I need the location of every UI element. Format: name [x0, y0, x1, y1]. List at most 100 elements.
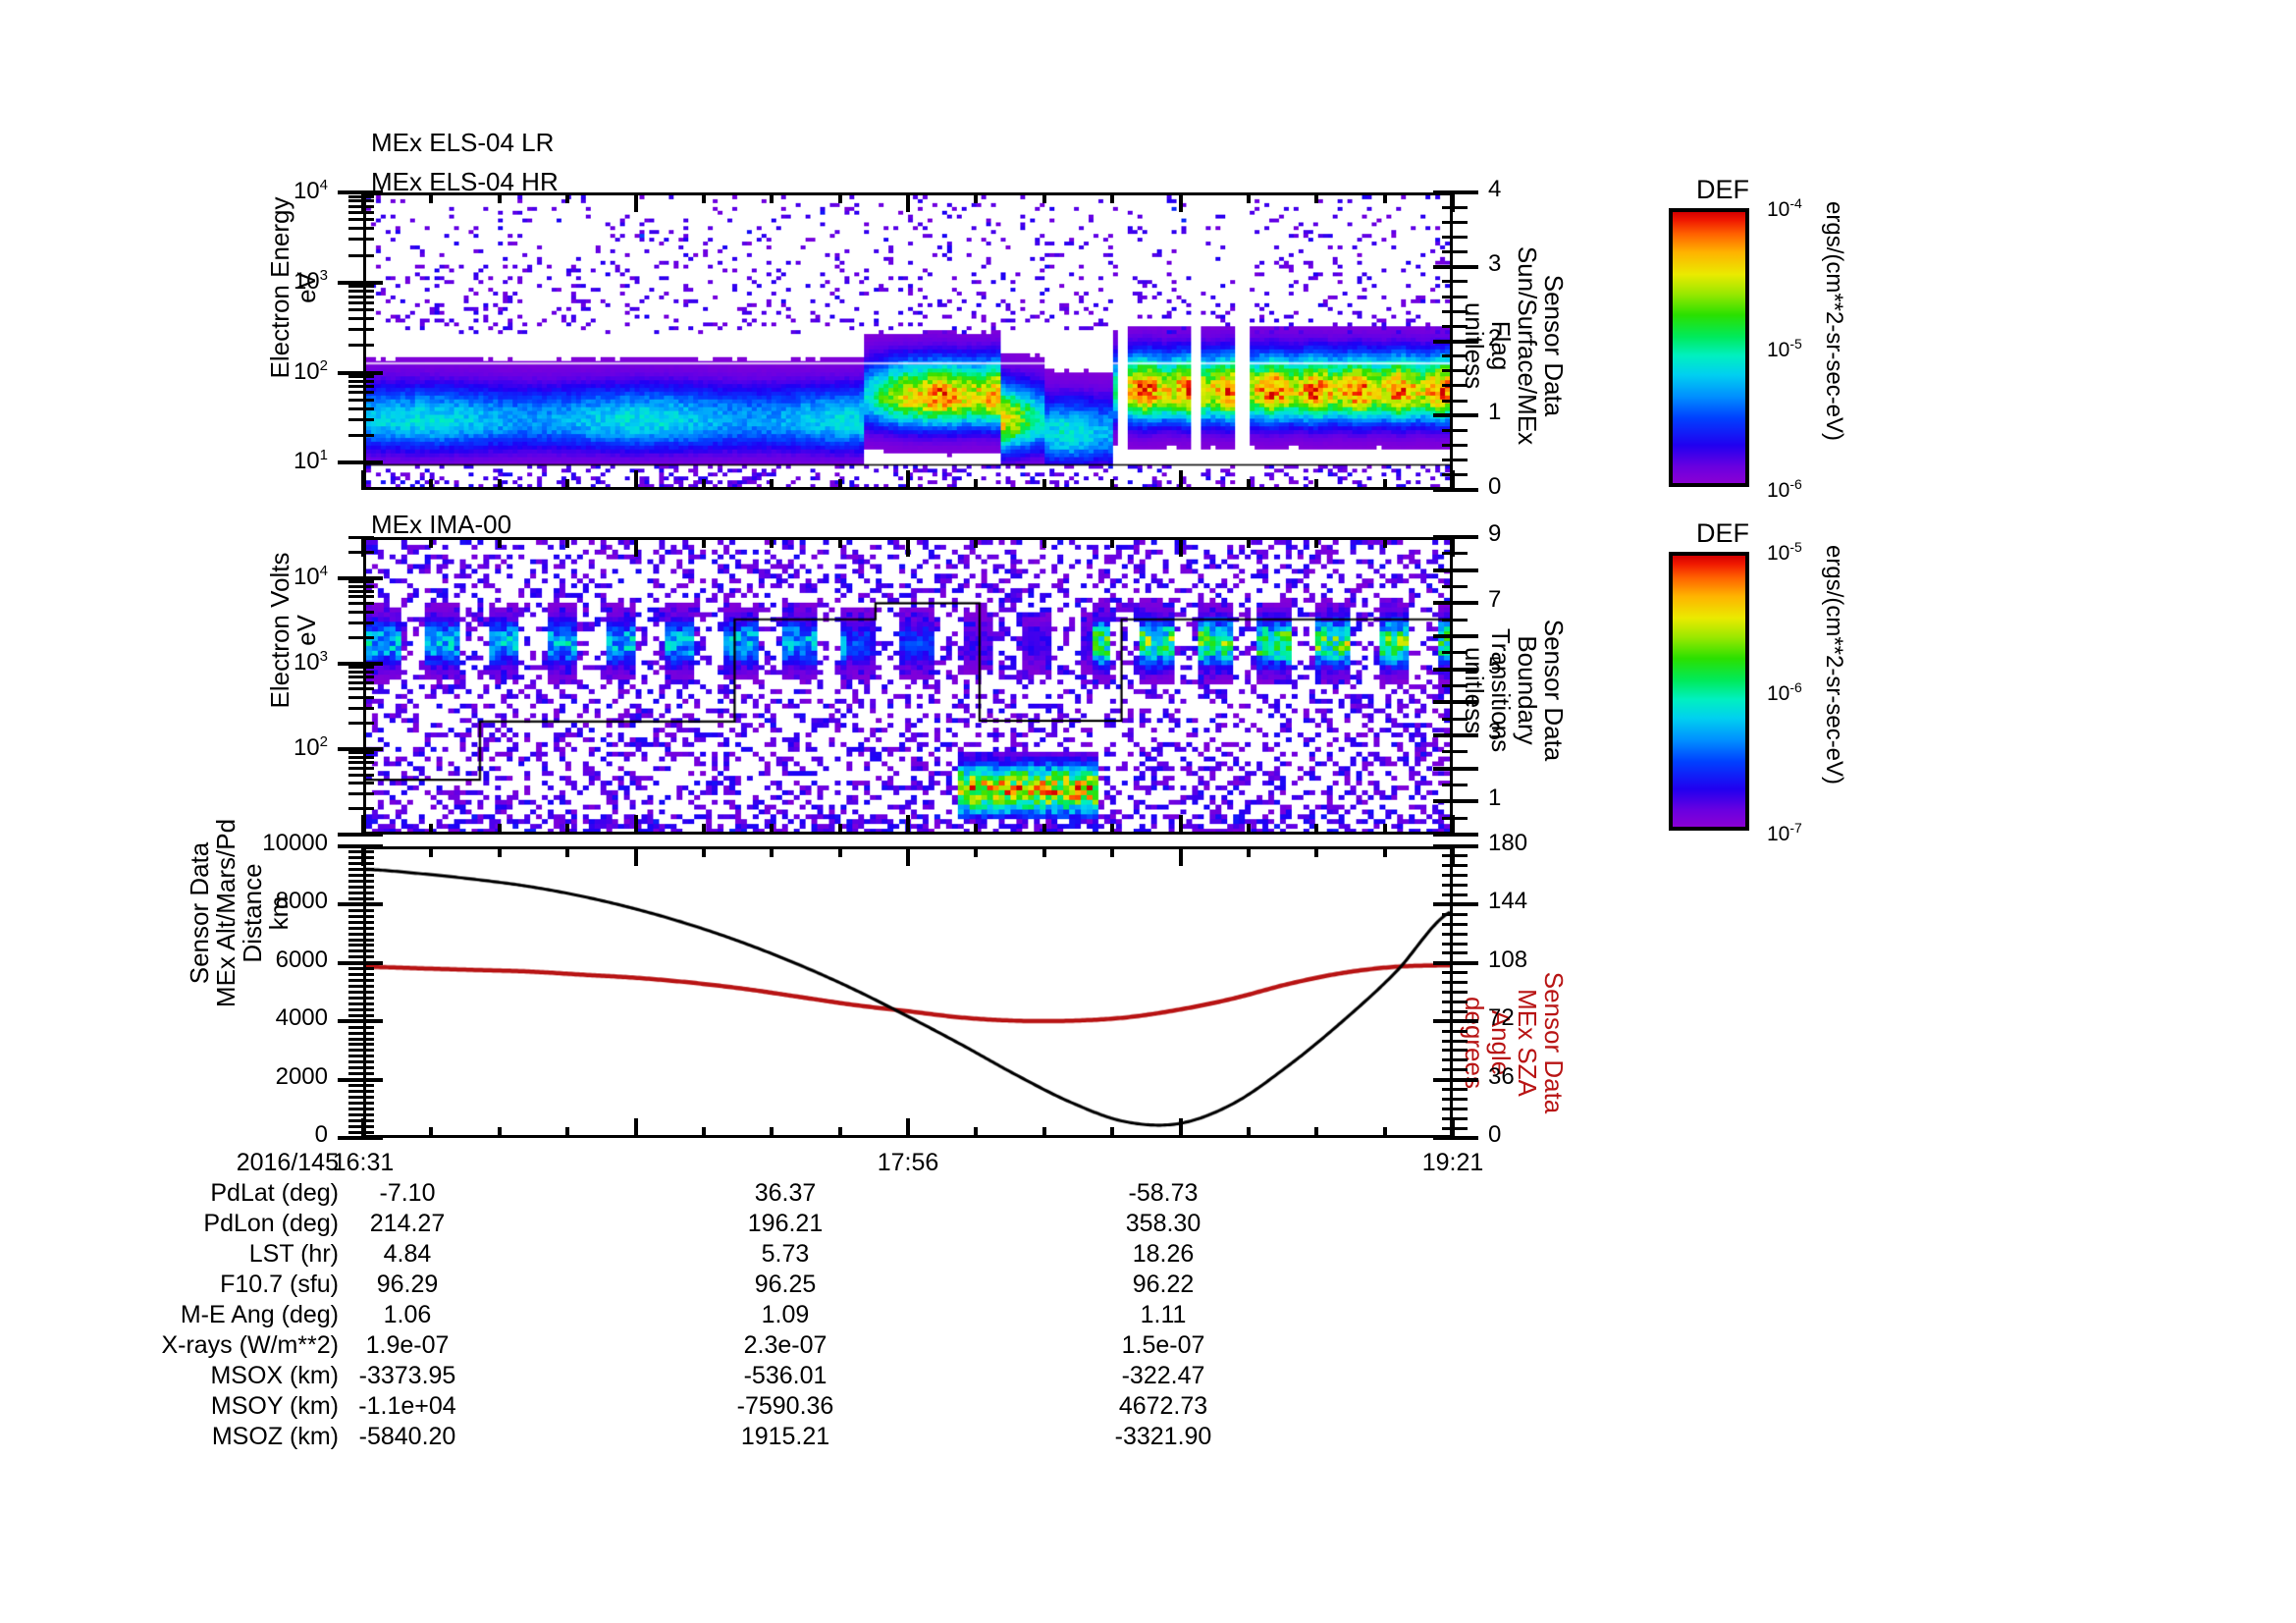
axis-tick [348, 1101, 363, 1105]
axis-tick [363, 1013, 374, 1017]
axis-tick [1433, 634, 1453, 638]
axis-tick [837, 537, 842, 548]
axis-tick [1453, 1097, 1468, 1101]
axis-tick [1442, 684, 1453, 687]
axis-tick [363, 991, 374, 994]
axis-tick [1451, 815, 1455, 835]
axis-tick [348, 285, 363, 289]
axis-tick [348, 589, 363, 593]
colorbar-2-top-label: 10-5 [1767, 539, 1802, 565]
axis-tick [1453, 1058, 1468, 1062]
axis-tick [1442, 912, 1453, 916]
axis-tick [1433, 799, 1453, 804]
axis-tick [770, 846, 774, 857]
axis-tick [1442, 618, 1453, 622]
axis-tick [1453, 205, 1468, 209]
colorbar-1-title: DEF [1696, 175, 1749, 204]
axis-tick [1246, 192, 1251, 203]
axis-tick [429, 192, 434, 203]
axis-tick [974, 1127, 979, 1138]
axis-tick [1453, 220, 1468, 224]
axis-tick [348, 670, 363, 674]
axis-tick [1433, 667, 1453, 672]
axis-tick-label: 108 [1488, 946, 1528, 973]
axis-tick [338, 1136, 363, 1140]
axis-tick [1442, 874, 1453, 878]
axis-tick [348, 300, 363, 304]
axis-tick [1453, 634, 1478, 638]
axis-tick [1442, 552, 1453, 556]
axis-tick [363, 791, 374, 795]
axis-tick [1433, 1077, 1453, 1082]
axis-tick [363, 370, 383, 375]
axis-tick [348, 595, 363, 599]
axis-tick [1442, 1107, 1453, 1110]
axis-tick [363, 862, 374, 866]
axis-tick [1453, 1009, 1468, 1013]
axis-tick [1453, 1039, 1468, 1043]
axis-tick [363, 1089, 374, 1093]
axis-tick [1433, 488, 1453, 492]
axis-tick [1442, 354, 1453, 358]
axis-tick [348, 1084, 363, 1088]
axis-tick [1041, 479, 1046, 490]
axis-tick [348, 238, 363, 242]
axis-tick [348, 434, 363, 438]
ephemeris-line-canvas [366, 849, 1450, 1135]
axis-tick [1110, 479, 1115, 490]
axis-tick [348, 1118, 363, 1122]
axis-tick [1442, 750, 1453, 754]
axis-tick [1433, 902, 1453, 907]
axis-tick [363, 1049, 374, 1053]
axis-tick [363, 406, 374, 410]
axis-tick [338, 902, 363, 907]
axis-tick [1110, 846, 1115, 857]
axis-tick [1041, 846, 1046, 857]
axis-tick [1442, 473, 1453, 477]
axis-tick [363, 1124, 374, 1128]
axis-tick [1453, 960, 1478, 965]
axis-tick [1453, 854, 1468, 858]
axis-tick [363, 687, 374, 691]
axis-tick [1442, 459, 1453, 462]
axis-tick [565, 1127, 570, 1138]
axis-tick [363, 985, 374, 989]
ephemeris-line-panel[interactable] [363, 846, 1453, 1138]
axis-tick [363, 675, 374, 678]
axis-tick [429, 479, 434, 490]
axis-tick [1178, 192, 1183, 212]
axis-tick-label: 180 [1488, 830, 1528, 856]
axis-tick [1453, 942, 1468, 946]
axis-tick [1110, 537, 1115, 548]
axis-tick [1442, 369, 1453, 373]
ephemeris-row-label: 2016/145 [236, 1149, 339, 1176]
els-spectrogram-panel[interactable] [363, 192, 1453, 490]
colorbar-2[interactable] [1669, 552, 1749, 831]
axis-tick [1246, 824, 1251, 835]
axis-tick [837, 479, 842, 490]
axis-tick [363, 1037, 374, 1041]
axis-tick [338, 1077, 363, 1082]
axis-tick [497, 479, 502, 490]
axis-tick [837, 824, 842, 835]
axis-tick [348, 1055, 363, 1058]
axis-tick [363, 1055, 374, 1058]
axis-tick [363, 1007, 374, 1011]
axis-tick [1453, 369, 1468, 373]
ima-spectrogram-panel[interactable] [363, 537, 1453, 835]
axis-tick [1442, 250, 1453, 254]
axis-tick [1453, 250, 1468, 254]
axis-tick [1451, 192, 1455, 212]
axis-tick [348, 218, 363, 222]
colorbar-1[interactable] [1669, 208, 1749, 487]
axis-tick-label: 10000 [262, 830, 328, 856]
axis-tick [1451, 537, 1455, 557]
axis-tick [633, 192, 638, 212]
axis-tick [1246, 846, 1251, 857]
axis-tick [701, 479, 706, 490]
axis-tick [1453, 700, 1478, 705]
axis-tick [1433, 833, 1453, 837]
axis-tick [770, 479, 774, 490]
axis-tick [770, 1127, 774, 1138]
